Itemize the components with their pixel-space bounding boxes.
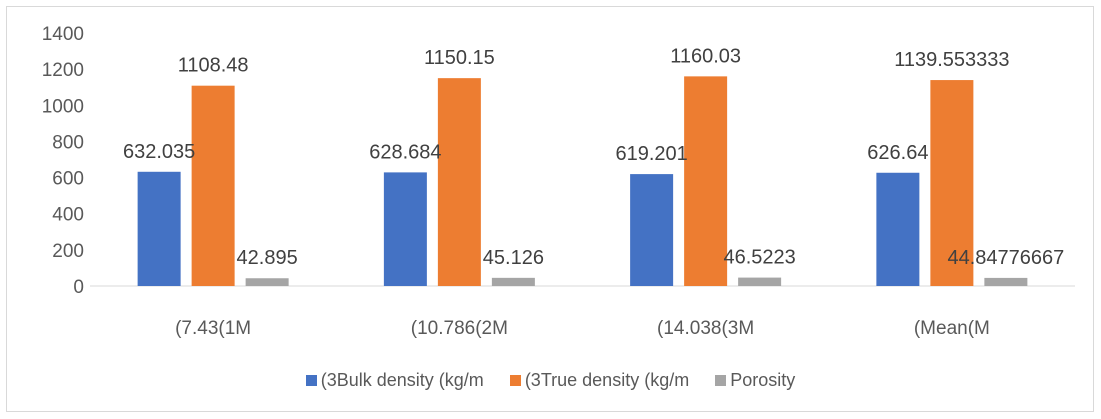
x-tick-label: (14.038(3M — [657, 318, 754, 339]
bar — [137, 171, 181, 286]
bar — [437, 78, 481, 287]
data-label: 1139.553333 — [894, 49, 1009, 71]
y-tick-label: 0 — [73, 277, 84, 298]
legend-swatch — [509, 375, 521, 386]
legend-swatch — [305, 375, 317, 386]
y-tick-label: 1200 — [42, 60, 84, 81]
bar — [684, 76, 728, 287]
bar — [738, 277, 782, 286]
y-tick-label: 1400 — [42, 24, 84, 45]
bar — [984, 277, 1028, 286]
bar — [630, 174, 674, 286]
legend-item-bulk-density: (3Bulk density (kg/m — [305, 370, 484, 391]
bar — [491, 277, 535, 286]
bar — [191, 85, 235, 287]
data-label: 45.126 — [483, 247, 544, 269]
data-label: 44.84776667 — [947, 247, 1064, 269]
bar — [383, 172, 427, 286]
legend-label: (3Bulk density (kg/m — [320, 370, 484, 390]
bar — [930, 80, 974, 286]
bar — [876, 172, 920, 286]
y-tick-label: 200 — [52, 241, 84, 262]
data-label: 42.895 — [237, 247, 298, 269]
x-tick-label: (7.43(1M — [175, 318, 251, 339]
y-tick-label: 600 — [52, 169, 84, 190]
data-label: 632.035 — [123, 141, 195, 163]
legend-label: Porosity — [730, 370, 796, 390]
y-tick-label: 800 — [52, 132, 84, 153]
bar — [245, 278, 289, 286]
data-label: 619.201 — [615, 143, 687, 165]
legend: (3Bulk density (kg/m (3True density (kg/… — [0, 370, 1101, 391]
legend-label: (3True density (kg/m — [524, 370, 690, 390]
legend-swatch — [715, 375, 727, 386]
y-tick-label: 1000 — [42, 96, 84, 117]
data-label: 626.64 — [867, 142, 928, 164]
data-label: 46.5223 — [723, 247, 795, 269]
data-label: 1160.03 — [670, 45, 741, 67]
legend-item-porosity: Porosity — [715, 370, 795, 391]
y-tick-label: 400 — [52, 205, 84, 226]
x-tick-label: (10.786(2M — [411, 318, 508, 339]
x-tick-label: (Mean(M — [914, 318, 990, 339]
data-label: 628.684 — [369, 141, 441, 163]
legend-item-true-density: (3True density (kg/m — [509, 370, 690, 391]
data-label: 1150.15 — [424, 47, 495, 69]
data-label: 1108.48 — [178, 55, 249, 77]
